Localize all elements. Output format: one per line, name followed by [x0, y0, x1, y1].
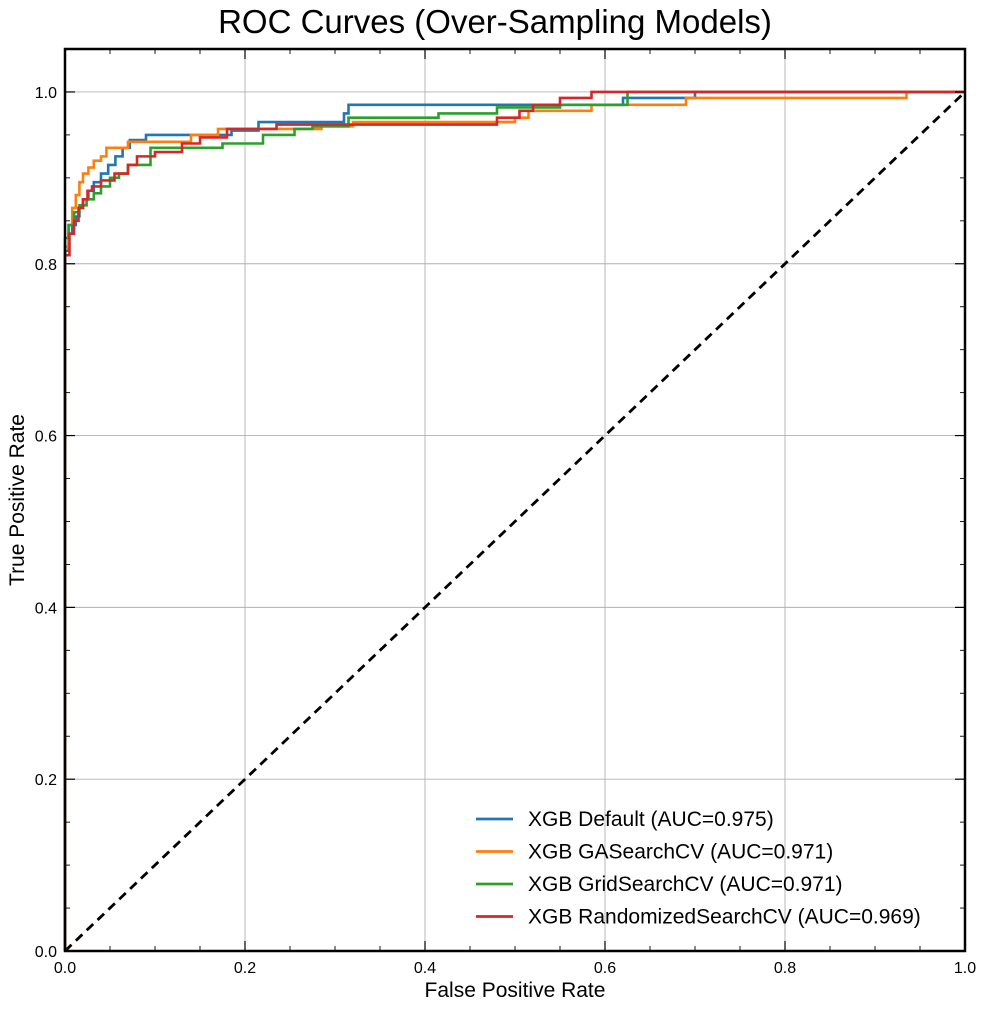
legend-label: XGB RandomizedSearchCV (AUC=0.969)	[528, 906, 921, 929]
x-tick-label: 1.0	[954, 960, 976, 977]
series-layer	[63, 90, 965, 951]
ticks	[64, 48, 966, 952]
plot-frame	[63, 47, 967, 953]
y-axis-label: True Positive Rate	[6, 414, 29, 586]
reference-diagonal-line	[64, 90, 966, 953]
x-tick-label: 0.6	[594, 960, 616, 977]
x-tick-label: 0.2	[234, 960, 256, 977]
y-tick-label: 1.0	[35, 85, 57, 102]
roc-series-line-2	[63, 90, 965, 951]
x-axis-label: False Positive Rate	[425, 979, 606, 1002]
roc-series-line-1	[63, 90, 965, 951]
legend-label: XGB GASearchCV (AUC=0.971)	[528, 841, 833, 864]
y-tick-label: 0.6	[35, 429, 57, 446]
y-tick-label: 0.8	[35, 257, 57, 274]
reference-layer	[64, 90, 966, 953]
y-tick-label: 0.2	[35, 772, 57, 789]
legend-label: XGB Default (AUC=0.975)	[528, 808, 774, 831]
x-tick-label: 0.4	[414, 960, 436, 977]
y-tick-labels: 0.0 0.2 0.4 0.6 0.8 1.0	[35, 85, 57, 961]
x-tick-label: 0.8	[774, 960, 796, 977]
legend: XGB Default (AUC=0.975) XGB GASearchCV (A…	[476, 808, 921, 929]
y-tick-label: 0.0	[35, 944, 57, 961]
roc-series-line-4	[63, 90, 965, 951]
grid	[64, 49, 966, 952]
x-tick-label: 0.0	[54, 960, 76, 977]
legend-label: XGB GridSearchCV (AUC=0.971)	[528, 873, 843, 896]
chart-title: ROC Curves (Over-Sampling Models)	[218, 3, 772, 40]
x-tick-labels: 0.0 0.2 0.4 0.6 0.8 1.0	[54, 960, 976, 977]
y-tick-label: 0.4	[35, 600, 57, 617]
